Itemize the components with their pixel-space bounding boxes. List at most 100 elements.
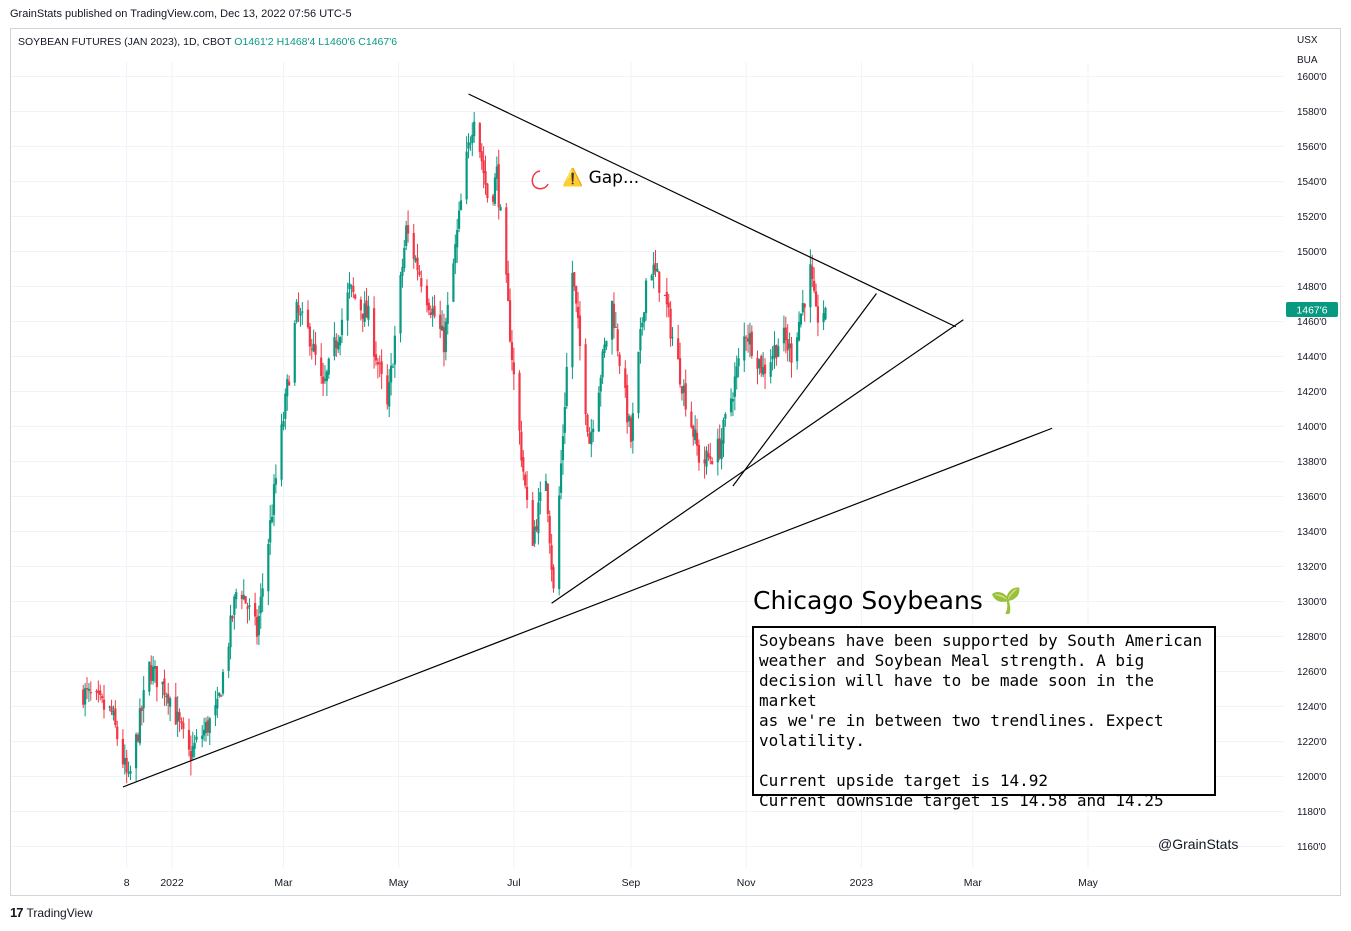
candle-body: [667, 302, 670, 308]
candle-body: [478, 123, 481, 153]
candle: [167, 682, 170, 715]
candle-body: [546, 483, 549, 515]
candle: [140, 705, 143, 726]
candle-body: [733, 376, 736, 397]
time-axis[interactable]: 8 2022 Mar May Jul Sep Nov 2023 Mar May: [124, 877, 1099, 889]
candle: [306, 300, 310, 329]
candle-body: [614, 326, 617, 328]
candle: [716, 428, 719, 476]
candle-body: [599, 377, 602, 392]
candle: [135, 732, 138, 782]
candle: [169, 696, 172, 722]
candle-body: [473, 121, 476, 137]
candle-body: [327, 358, 330, 375]
candle-body: [522, 457, 525, 472]
candle-body: [442, 327, 446, 353]
candle-body: [711, 461, 714, 464]
candle: [240, 590, 243, 610]
candle-body: [467, 142, 470, 149]
candle-body: [204, 722, 208, 734]
candle: [790, 336, 793, 378]
candle-body: [259, 596, 262, 614]
ohlc-high: H1468'4: [276, 36, 316, 48]
candle-body: [716, 439, 719, 463]
candle: [361, 313, 364, 332]
candle: [350, 284, 353, 298]
candle: [495, 156, 498, 191]
candle-body: [677, 338, 680, 360]
trendlines[interactable]: [122, 93, 1053, 788]
candle-body: [694, 429, 697, 441]
candle: [87, 683, 90, 703]
candle-body: [195, 736, 198, 740]
candle-body: [388, 382, 391, 407]
candle-body: [775, 345, 778, 359]
candle: [552, 564, 555, 593]
candle: [214, 690, 217, 727]
candle-body: [763, 364, 767, 374]
candle: [386, 364, 389, 410]
candle: [695, 418, 699, 456]
candle-body: [777, 346, 780, 357]
candle: [733, 362, 736, 411]
candle-body: [737, 358, 740, 367]
candle-body: [786, 338, 789, 351]
candle: [824, 306, 827, 321]
candle-body: [206, 720, 209, 733]
candle-body: [544, 481, 548, 491]
candle: [612, 292, 616, 339]
candle: [522, 450, 525, 481]
candle: [771, 346, 774, 371]
candle: [295, 299, 298, 324]
candle: [229, 604, 232, 660]
y-tick-label: 1380'0: [1297, 457, 1327, 468]
candle: [218, 692, 221, 699]
candle: [101, 693, 104, 703]
annotation-box: Soybeans have been supported by South Am…: [752, 626, 1216, 810]
candle-body: [690, 411, 693, 428]
candle-body: [627, 416, 631, 421]
candle: [399, 271, 402, 343]
candle: [663, 294, 667, 296]
downside-target: Current downside target is 14.58 and 14.…: [759, 791, 1164, 810]
candle-body: [771, 356, 774, 360]
candle-body: [680, 386, 684, 394]
price-axis[interactable]: 1160'0 1180'0 1200'0 1220'0 1240'0 1260'0 1280…: [1297, 72, 1327, 853]
candle: [442, 313, 446, 367]
tradingview-logo[interactable]: 17 TradingView: [10, 905, 93, 920]
candle-body: [531, 500, 534, 546]
x-tick-label: 2022: [160, 877, 184, 889]
y-tick-label: 1520'0: [1297, 212, 1327, 223]
candle-body: [321, 376, 325, 384]
candle-body: [203, 729, 206, 736]
candle-body: [452, 263, 455, 302]
annotation-line: decision will have to be made soon in th…: [759, 671, 1154, 710]
candle: [520, 420, 523, 468]
candle-body: [180, 721, 183, 724]
candle: [272, 474, 276, 527]
candle-body: [187, 729, 191, 750]
candle: [99, 684, 102, 701]
candle-body: [803, 303, 806, 308]
candle: [788, 332, 791, 362]
chart-frame[interactable]: [10, 28, 1341, 896]
candle: [782, 315, 786, 352]
candle: [178, 708, 181, 732]
candle-body: [671, 337, 674, 339]
y-tick-label: 1160'0: [1297, 842, 1326, 853]
candle-body: [692, 426, 695, 437]
candle-body: [525, 486, 529, 500]
candle: [180, 717, 183, 730]
candle-body: [227, 646, 230, 671]
candle-body: [418, 271, 421, 275]
candle-body: [748, 333, 752, 345]
candle-body: [550, 545, 553, 570]
x-tick-label: 2023: [850, 877, 874, 889]
candle: [255, 609, 259, 645]
candle: [195, 729, 198, 743]
symbol-legend[interactable]: SOYBEAN FUTURES (JAN 2023), 1D, CBOT O14…: [18, 36, 397, 48]
ohlc-low: L1460'6: [318, 36, 356, 48]
candle: [605, 340, 608, 351]
candle: [299, 307, 302, 327]
